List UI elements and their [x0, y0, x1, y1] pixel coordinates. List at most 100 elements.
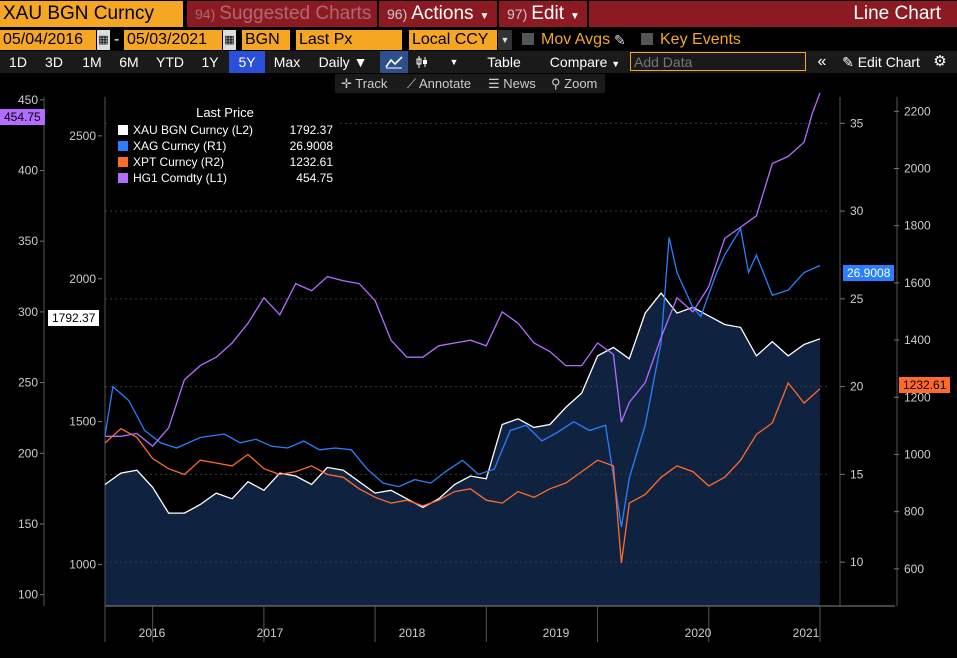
calendar-icon[interactable]: ▦: [97, 30, 110, 50]
chevron-down-icon[interactable]: ▼: [449, 57, 459, 67]
menu-label: Actions: [411, 3, 474, 24]
pricing-source-field[interactable]: BGN: [242, 30, 290, 50]
chevron-down-icon: ▼: [569, 11, 580, 22]
key-events-label[interactable]: Key Events: [660, 31, 741, 48]
legend-swatch: [118, 157, 128, 167]
news-label: News: [503, 76, 536, 91]
table-button[interactable]: Table: [487, 54, 521, 70]
chevron-down-icon[interactable]: ▼: [498, 30, 512, 50]
y-tick-label-l1: 150: [18, 517, 38, 531]
chart-legend: Last Price XAU BGN Curncy (L2) 1792.37 XA…: [110, 100, 340, 188]
period-1y[interactable]: 1Y: [201, 54, 219, 70]
zoom-button[interactable]: ⚲ Zoom: [551, 74, 597, 93]
pencil-icon[interactable]: ✎: [614, 32, 626, 48]
magnifier-icon: ⚲: [551, 76, 561, 91]
legend-row-xag: XAG Curncy (R1) 26.9008: [118, 138, 333, 154]
period-max[interactable]: Max: [273, 54, 301, 70]
series-line-xau: [104, 292, 821, 514]
currency-select[interactable]: Local CCY: [409, 30, 497, 50]
mov-avgs-label[interactable]: Mov Avgs: [541, 31, 611, 48]
y-tick-label-r1: 25: [850, 292, 864, 306]
frequency-select[interactable]: Daily ▼: [310, 51, 376, 73]
news-icon: ☰: [488, 76, 500, 91]
frequency-label: Daily: [318, 54, 350, 70]
edit-menu[interactable]: 97) Edit ▼: [499, 1, 587, 27]
menu-number: 96): [387, 6, 408, 22]
x-tick-label: 2016: [139, 626, 166, 640]
calendar-icon[interactable]: ▦: [223, 30, 236, 50]
y-tick-label-r1: 35: [850, 116, 864, 130]
period-6m[interactable]: 6M: [119, 54, 139, 70]
legend-swatch: [118, 141, 128, 151]
suggested-charts-menu[interactable]: 94) Suggested Charts: [187, 1, 377, 27]
period-1d[interactable]: 1D: [9, 54, 27, 70]
legend-series-value: 26.9008: [289, 139, 333, 153]
chevron-down-icon: ▼: [611, 59, 621, 69]
legend-series-value: 1792.37: [289, 123, 333, 137]
menu-label: Suggested Charts: [219, 3, 372, 24]
y-tick-label-l2: 2000: [69, 272, 96, 286]
y-tick-label-r1: 30: [850, 204, 864, 218]
collapse-icon[interactable]: «: [817, 53, 827, 70]
track-button[interactable]: ✛ Track: [341, 74, 387, 93]
y-tick-label-r2: 2200: [904, 104, 931, 118]
legend-swatch: [118, 173, 128, 183]
annotate-label: Annotate: [419, 76, 472, 91]
legend-row-xau: XAU BGN Curncy (L2) 1792.37: [118, 122, 333, 138]
y-tick-label-r2: 1600: [904, 276, 931, 290]
period-5y[interactable]: 5Y: [229, 51, 265, 73]
legend-row-hg1: HG1 Comdty (L1) 454.75: [118, 170, 333, 186]
legend-series-name: HG1 Comdty (L1): [133, 171, 228, 185]
security-field[interactable]: XAU BGN Curncy: [0, 1, 183, 27]
annotate-icon: ⟋: [407, 76, 417, 91]
track-label: Track: [355, 76, 388, 91]
period-3d[interactable]: 3D: [45, 54, 63, 70]
legend-swatch: [118, 125, 128, 135]
period-1m[interactable]: 1M: [82, 54, 102, 70]
chart-type-label: Line Chart: [853, 3, 941, 24]
crosshair-icon: ✛: [341, 76, 352, 91]
legend-series-name: XAG Curncy (R1): [133, 139, 227, 153]
price-field-select[interactable]: Last Px: [296, 30, 402, 50]
y-tick-label-r2: 1400: [904, 333, 931, 347]
legend-row-xpt: XPT Curncy (R2) 1232.61: [118, 154, 333, 170]
end-date-field[interactable]: 05/03/2021: [124, 30, 222, 50]
line-chart-icon[interactable]: [380, 51, 408, 73]
period-ytd[interactable]: YTD: [156, 54, 184, 70]
hg1-last-value-tag: 454.75: [0, 109, 45, 125]
y-tick-label-l1: 350: [18, 234, 38, 248]
edit-chart-button[interactable]: ✎ Edit Chart: [836, 51, 926, 73]
y-tick-label-r1: 10: [850, 555, 864, 569]
y-tick-label-r2: 1000: [904, 447, 931, 461]
y-tick-label-r2: 600: [904, 562, 924, 576]
compare-select[interactable]: Compare ▼: [546, 51, 624, 73]
gear-icon[interactable]: ⚙: [933, 53, 947, 70]
y-tick-label-l2: 1500: [69, 415, 96, 429]
add-data-input[interactable]: Add Data: [630, 52, 806, 71]
xag-last-value-tag: 26.9008: [843, 265, 895, 281]
y-tick-label-l2: 1000: [69, 558, 96, 572]
x-tick-label: 2021: [793, 626, 820, 640]
xau-area-fill: [105, 293, 820, 606]
menu-label: Edit: [531, 3, 564, 24]
y-tick-label-l1: 300: [18, 305, 38, 319]
start-date-field[interactable]: 05/04/2016: [0, 30, 96, 50]
actions-menu[interactable]: 96) Actions ▼: [379, 1, 497, 27]
key-events-checkbox[interactable]: [641, 33, 653, 45]
legend-series-value: 454.75: [296, 171, 333, 185]
y-tick-label-l2: 2500: [69, 129, 96, 143]
news-button[interactable]: ☰ News: [488, 74, 536, 93]
x-tick-label: 2017: [257, 626, 284, 640]
y-tick-label-r2: 2000: [904, 161, 931, 175]
legend-series-name: XPT Curncy (R2): [133, 155, 225, 169]
series-line-xpt: [104, 381, 821, 564]
mov-avgs-checkbox[interactable]: [522, 33, 534, 45]
chart-tools-bar: [335, 74, 605, 93]
candlestick-icon[interactable]: [410, 51, 434, 73]
x-tick-label: 2018: [399, 626, 426, 640]
annotate-button[interactable]: ⟋ Annotate: [407, 74, 471, 93]
legend-series-name: XAU BGN Curncy (L2): [133, 123, 254, 137]
series-line-xag: [104, 226, 821, 528]
pencil-icon: ✎: [842, 54, 854, 70]
